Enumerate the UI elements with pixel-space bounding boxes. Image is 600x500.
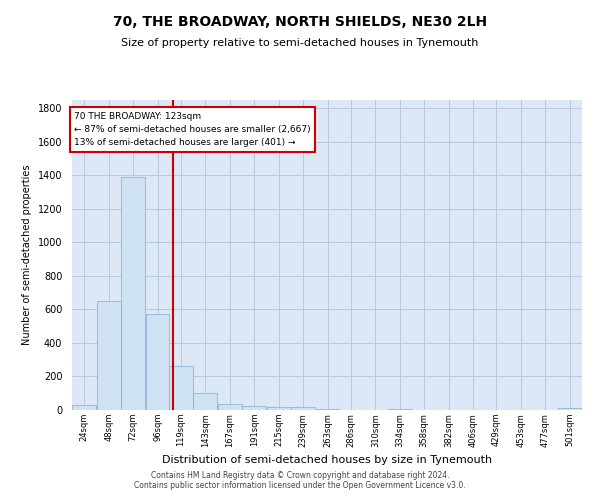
Text: 70 THE BROADWAY: 123sqm
← 87% of semi-detached houses are smaller (2,667)
13% of: 70 THE BROADWAY: 123sqm ← 87% of semi-de… [74,112,311,147]
Bar [242,406,266,410]
Bar [218,404,242,410]
Text: 70, THE BROADWAY, NORTH SHIELDS, NE30 2LH: 70, THE BROADWAY, NORTH SHIELDS, NE30 2L… [113,15,487,29]
Bar [316,409,340,410]
Y-axis label: Number of semi-detached properties: Number of semi-detached properties [22,165,32,345]
Bar [146,314,169,410]
Bar [388,409,412,410]
Bar [97,301,121,410]
Text: Contains HM Land Registry data © Crown copyright and database right 2024.
Contai: Contains HM Land Registry data © Crown c… [134,470,466,490]
Bar [193,393,217,410]
Bar [266,406,290,410]
Bar [169,366,193,410]
Text: Size of property relative to semi-detached houses in Tynemouth: Size of property relative to semi-detach… [121,38,479,48]
Bar [121,177,145,410]
Bar [558,408,582,410]
X-axis label: Distribution of semi-detached houses by size in Tynemouth: Distribution of semi-detached houses by … [162,455,492,465]
Bar [72,405,96,410]
Bar [291,406,315,410]
